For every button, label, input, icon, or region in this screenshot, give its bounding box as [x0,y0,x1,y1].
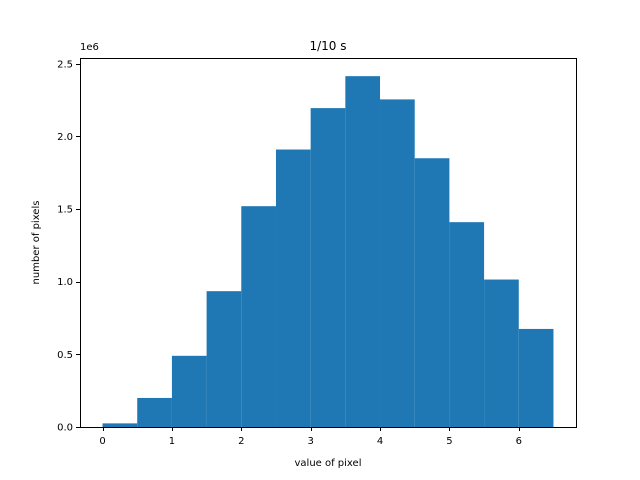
y-tick-label: 2.5 [57,59,73,70]
histogram-bar [206,291,242,427]
histogram-bar [380,99,415,428]
x-tick-label: 4 [377,436,383,447]
y-tick-label: 1.0 [57,277,73,288]
y-tick-label: 0.5 [57,350,73,361]
x-tick-label: 5 [446,436,452,447]
x-axis-label: value of pixel [295,458,362,469]
histogram-bar [414,158,450,427]
histogram-bar [518,328,554,427]
histogram-bar [310,108,346,427]
histogram-bar [137,397,172,427]
histogram-bar [241,206,276,427]
x-tick-label: 1 [169,436,175,447]
histogram-bar [449,222,485,427]
x-tick-label: 2 [238,436,244,447]
y-tick-label: 2.0 [57,132,73,143]
chart-title: 1/10 s [309,39,346,53]
bars-group [102,76,554,428]
histogram-bar [275,149,311,427]
x-tick-label: 3 [307,436,313,447]
x-tick-label: 0 [99,436,105,447]
y-tick-label: 1.5 [57,205,73,216]
histogram-bar [484,279,519,427]
histogram-bar [171,355,207,427]
x-axis-ticks: 0 1 2 3 4 5 6 [99,427,522,447]
histogram-bar [102,423,138,427]
histogram-bar [345,76,381,427]
x-tick-label: 6 [516,436,522,447]
y-tick-label: 0.0 [57,423,73,434]
y-axis-ticks: 0.0 0.5 1.0 1.5 2.0 2.5 [57,59,80,434]
y-axis-label: number of pixels [31,201,42,285]
plot-frame [80,58,577,428]
y-axis-offset-text: 1e6 [80,42,99,53]
